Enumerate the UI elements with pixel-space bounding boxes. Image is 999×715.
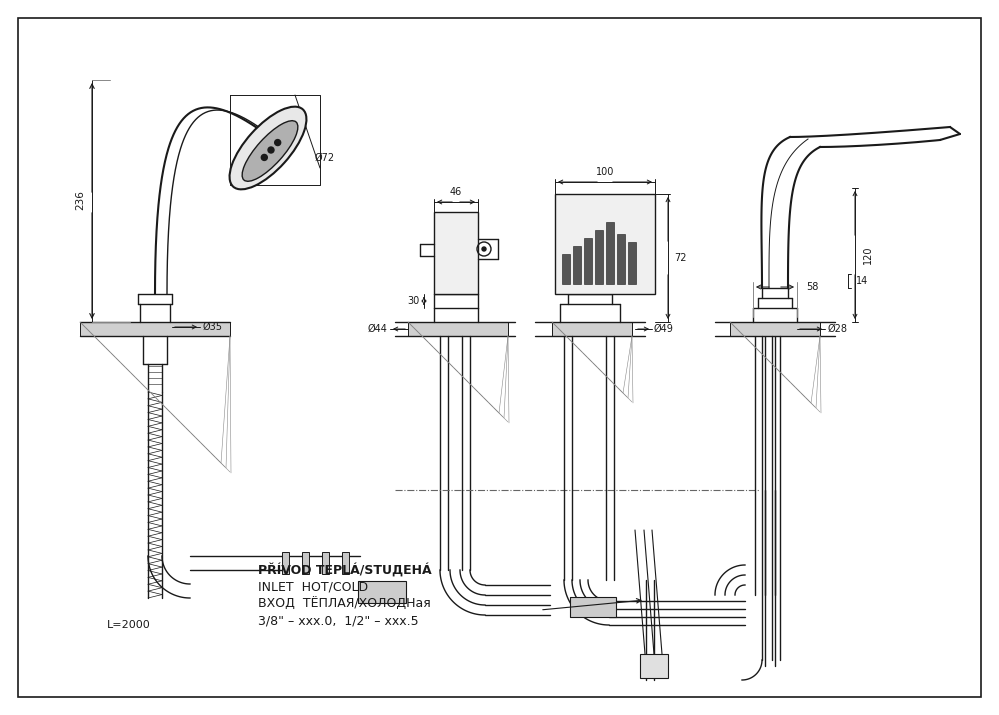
Bar [573,246,581,284]
Text: 120: 120 [863,246,873,265]
Text: 30: 30 [407,296,420,306]
Bar [302,552,309,574]
Bar [617,234,625,284]
Bar [640,654,668,678]
Bar [595,230,603,284]
Ellipse shape [230,107,307,189]
Text: 14: 14 [856,276,868,286]
Text: Ø28: Ø28 [828,324,848,334]
Text: 46: 46 [450,187,463,197]
Text: Ø72: Ø72 [315,153,335,163]
Text: Ø44: Ø44 [368,324,388,334]
Circle shape [275,139,281,146]
Bar [606,222,614,284]
Bar [730,322,820,336]
Text: Ø49: Ø49 [654,324,674,334]
Bar [434,212,478,294]
Circle shape [262,154,268,160]
Bar [628,242,636,284]
Circle shape [268,147,274,153]
Text: INLET  HOT/COLD: INLET HOT/COLD [258,581,368,593]
Bar [562,254,570,284]
Bar [555,194,655,294]
Text: PŘÍVOD TEPLÁ/STUДЕНÁ: PŘÍVOD TEPLÁ/STUДЕНÁ [258,563,432,577]
Bar [282,552,289,574]
Bar [408,322,508,336]
Circle shape [482,247,486,251]
Bar [584,238,592,284]
Ellipse shape [242,121,298,182]
Text: 72: 72 [673,253,686,263]
Bar [80,322,230,336]
Bar [358,581,406,603]
Bar [342,552,349,574]
Text: 100: 100 [595,167,614,177]
Bar [570,597,616,617]
Text: 58: 58 [806,282,818,292]
Bar [322,552,329,574]
Text: 236: 236 [75,190,85,210]
Bar [552,322,632,336]
Text: 3/8" – xxx.0,  1/2" – xxx.5: 3/8" – xxx.0, 1/2" – xxx.5 [258,614,419,628]
Text: Ø35: Ø35 [203,322,223,332]
Text: L=2000: L=2000 [107,620,151,630]
Text: ВХОД  ТЁПЛАЯ/ХОЛОДНая: ВХОД ТЁПЛАЯ/ХОЛОДНая [258,598,431,611]
